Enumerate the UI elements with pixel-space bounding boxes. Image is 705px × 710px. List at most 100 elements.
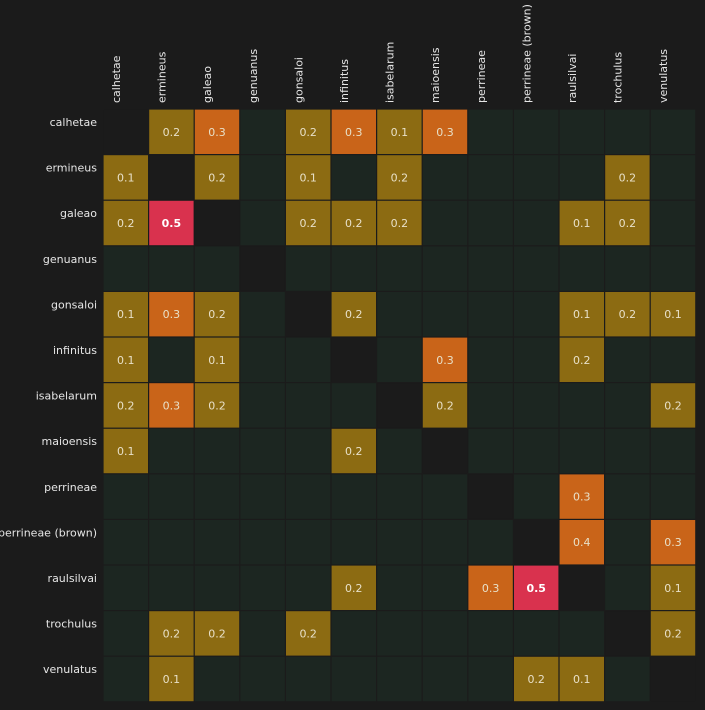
cell-ermineus-maioensis: [422, 155, 468, 200]
cell-isabelarum-infinitus: [331, 383, 376, 428]
cell-maioensis-gonsaloi: [286, 428, 331, 474]
cell-perrineae-brown-maioensis: [422, 520, 468, 565]
cell-perrineae-brown-perrineae: [468, 520, 513, 565]
cell-gonsaloi-maioensis: [422, 292, 468, 337]
cell-isabelarum-genuanus: [240, 383, 285, 428]
row-label-maioensis: maioensis: [42, 435, 98, 448]
cell-calhetae-ermineus: [149, 109, 194, 154]
cell-maioensis-perrineae-brown: [514, 428, 559, 474]
cell-maioensis-trochulus: [605, 428, 650, 474]
cell-infinitus-genuanus: [240, 337, 285, 382]
cell-venulatus-calhetae: [103, 656, 148, 702]
row-label-trochulus: trochulus: [46, 618, 97, 631]
cell-infinitus-calhetae: [103, 337, 148, 382]
cell-galeao-raulsilvai-label: 0.1: [573, 217, 591, 230]
cell-genuanus-perrineae-brown: [514, 246, 559, 291]
cell-perrineae-ermineus: [149, 474, 194, 519]
cell-genuanus-isabelarum: [377, 246, 422, 291]
cell-infinitus-ermineus: [149, 337, 194, 382]
cell-maioensis-ermineus: [149, 428, 194, 474]
cell-trochulus-ermineus: [149, 611, 194, 656]
column-label-infinitus: infinitus: [338, 59, 351, 103]
cell-maioensis-galeao: [194, 428, 240, 474]
cell-ermineus-venulatus: [650, 155, 696, 200]
cell-trochulus-venulatus-label: 0.2: [664, 627, 682, 640]
cell-calhetae-gonsaloi-label: 0.2: [299, 126, 317, 139]
cell-galeao-gonsaloi-label: 0.2: [299, 217, 317, 230]
cell-calhetae-raulsilvai: [559, 109, 604, 154]
cell-infinitus-maioensis-label: 0.3: [436, 354, 454, 367]
cell-isabelarum-maioensis-label: 0.2: [436, 399, 454, 412]
cell-infinitus-galeao: [194, 337, 240, 382]
row-labels: calhetae ermineus galeao genuanus gonsaloi in…: [0, 116, 97, 676]
cell-genuanus-ermineus: [149, 246, 194, 291]
cell-trochulus-venulatus: [650, 611, 696, 656]
row-label-isabelarum: isabelarum: [36, 390, 97, 403]
column-label-calhetae: calhetae: [110, 55, 123, 103]
cell-gonsaloi-trochulus-label: 0.2: [619, 308, 637, 321]
cell-maioensis-maioensis: [422, 428, 468, 474]
cell-ermineus-genuanus: [240, 155, 285, 200]
cell-calhetae-infinitus: [331, 109, 376, 154]
cell-galeao-calhetae-label: 0.2: [117, 217, 135, 230]
cell-venulatus-venulatus: [650, 656, 696, 702]
cell-calhetae-infinitus-label: 0.3: [345, 126, 363, 139]
cell-trochulus-trochulus: [605, 611, 650, 656]
cell-genuanus-perrineae: [468, 246, 513, 291]
cell-galeao-infinitus: [331, 200, 376, 246]
cell-raulsilvai-genuanus: [240, 565, 285, 610]
cell-perrineae-brown-raulsilvai: [559, 520, 604, 565]
cell-isabelarum-perrineae: [468, 383, 513, 428]
cell-gonsaloi-isabelarum: [377, 292, 422, 337]
cell-infinitus-perrineae: [468, 337, 513, 382]
cell-ermineus-galeao: [194, 155, 240, 200]
cell-galeao-galeao: [194, 200, 240, 246]
cell-raulsilvai-ermineus: [149, 565, 194, 610]
cell-isabelarum-calhetae: [103, 383, 148, 428]
cell-perrineae-raulsilvai-label: 0.3: [573, 491, 591, 504]
cell-calhetae-ermineus-label: 0.2: [163, 126, 181, 139]
cell-galeao-trochulus: [605, 200, 650, 246]
column-label-ermineus: ermineus: [156, 51, 169, 103]
cell-gonsaloi-ermineus-label: 0.3: [163, 308, 181, 321]
cell-infinitus-trochulus: [605, 337, 650, 382]
cell-calhetae-isabelarum: [377, 109, 422, 154]
cell-trochulus-calhetae: [103, 611, 148, 656]
column-label-gonsaloi: gonsaloi: [292, 57, 305, 103]
cell-maioensis-raulsilvai: [559, 428, 604, 474]
cell-trochulus-ermineus-label: 0.2: [163, 627, 181, 640]
cell-genuanus-maioensis: [422, 246, 468, 291]
column-label-venulatus: venulatus: [657, 49, 670, 103]
cell-ermineus-perrineae: [468, 155, 513, 200]
cell-isabelarum-ermineus-label: 0.3: [163, 399, 181, 412]
cell-gonsaloi-infinitus-label: 0.2: [345, 308, 363, 321]
cell-calhetae-gonsaloi: [286, 109, 331, 154]
cell-calhetae-perrineae: [468, 109, 513, 154]
cell-gonsaloi-ermineus: [149, 292, 194, 337]
cell-raulsilvai-isabelarum: [377, 565, 422, 610]
cell-trochulus-isabelarum: [377, 611, 422, 656]
cell-isabelarum-gonsaloi: [286, 383, 331, 428]
cell-trochulus-maioensis: [422, 611, 468, 656]
cell-ermineus-calhetae-label: 0.1: [117, 171, 135, 184]
column-label-maioensis: maioensis: [429, 47, 442, 103]
cell-infinitus-raulsilvai-label: 0.2: [573, 354, 591, 367]
cell-perrineae-perrineae-brown: [514, 474, 559, 519]
cell-infinitus-galeao-label: 0.1: [208, 354, 226, 367]
cell-gonsaloi-perrineae: [468, 292, 513, 337]
cell-perrineae-brown-ermineus: [149, 520, 194, 565]
row-label-gonsaloi: gonsaloi: [51, 298, 97, 311]
row-label-infinitus: infinitus: [53, 344, 97, 357]
cell-galeao-perrineae: [468, 200, 513, 246]
cell-genuanus-genuanus: [240, 246, 285, 291]
cell-raulsilvai-perrineae-brown-label: 0.5: [526, 582, 546, 595]
cell-gonsaloi-calhetae-label: 0.1: [117, 308, 135, 321]
row-label-perrineae: perrineae: [44, 481, 97, 494]
column-label-galeao: galeao: [201, 66, 214, 103]
cell-calhetae-maioensis: [422, 109, 468, 154]
cell-venulatus-raulsilvai-label: 0.1: [573, 673, 591, 686]
cell-isabelarum-perrineae-brown: [514, 383, 559, 428]
cell-galeao-ermineus-label: 0.5: [162, 217, 182, 230]
cell-perrineae-brown-venulatus: [650, 520, 696, 565]
